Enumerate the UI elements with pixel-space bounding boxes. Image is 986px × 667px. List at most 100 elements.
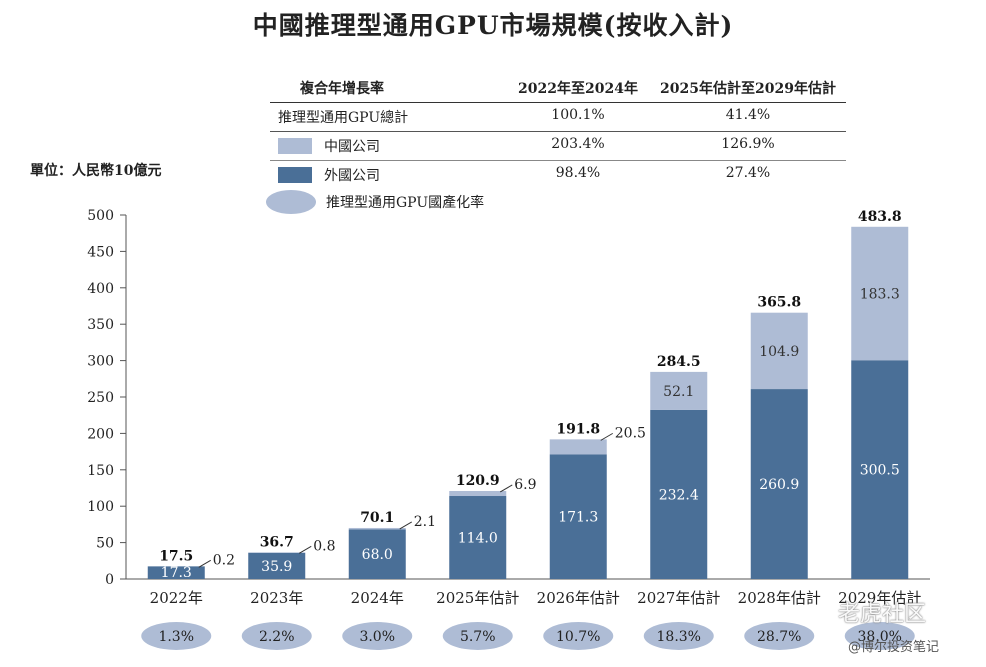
china-value-label: 0.2	[213, 552, 235, 568]
bar-foreign	[248, 552, 306, 579]
y-tick-label: 450	[87, 244, 114, 260]
y-tick-label: 400	[87, 281, 114, 297]
cagr-value: 98.4%	[555, 165, 601, 181]
localization-rate-ellipse	[342, 622, 413, 650]
total-value-label: 191.8	[556, 421, 600, 437]
china-leader-line	[499, 484, 513, 493]
china-leader-line	[600, 432, 614, 441]
total-value-label: 284.5	[657, 354, 701, 370]
localization-legend: 推理型通用GPU國產化率	[266, 190, 484, 214]
china-value-label: 52.1	[663, 384, 694, 400]
x-category-label: 2028年估計	[738, 589, 821, 607]
localization-rate-ellipse	[543, 622, 614, 650]
localization-rate-ellipse	[744, 622, 815, 650]
cagr-header-label: 複合年增長率	[300, 81, 384, 97]
foreign-value-label: 17.3	[161, 565, 192, 581]
foreign-value-label: 35.9	[261, 559, 292, 575]
bar-china	[549, 439, 607, 455]
bar-foreign	[549, 454, 607, 579]
localization-rate-label: 38.0%	[858, 629, 902, 645]
watermark-logo: 老虎社区	[838, 602, 927, 627]
foreign-value-label: 300.5	[860, 463, 900, 479]
y-tick-label: 200	[87, 426, 114, 442]
cagr-row-label: 外國公司	[324, 168, 380, 184]
cagr-value: 41.4%	[725, 107, 771, 123]
bar-china	[449, 490, 507, 497]
x-category-label: 2027年估計	[637, 589, 720, 607]
y-tick-label: 100	[87, 499, 114, 515]
cagr-value: 100.1%	[551, 107, 605, 123]
china-value-label: 20.5	[615, 425, 646, 441]
bar-foreign	[750, 389, 808, 579]
y-tick-label: 50	[96, 536, 114, 552]
foreign-value-label: 171.3	[558, 510, 598, 526]
localization-legend-label: 推理型通用GPU國產化率	[326, 195, 485, 211]
cagr-value: 27.4%	[725, 165, 771, 181]
total-value-label: 17.5	[159, 548, 193, 564]
chart-title: 中國推理型通用GPU市場規模(按收入計)	[252, 11, 734, 40]
bar-china	[348, 527, 406, 530]
localization-rate-ellipse	[141, 622, 212, 650]
localization-rate-label: 1.3%	[158, 629, 194, 645]
foreign-value-label: 260.9	[759, 477, 799, 493]
china-value-label: 0.8	[313, 538, 335, 554]
x-category-label: 2026年估計	[537, 589, 620, 607]
localization-rate-ellipse	[241, 622, 312, 650]
bar-china	[851, 226, 909, 361]
total-value-label: 120.9	[456, 473, 500, 489]
total-value-label: 70.1	[360, 510, 394, 526]
china-leader-line	[198, 559, 212, 568]
localization-rate-label: 3.0%	[359, 629, 395, 645]
total-value-label: 36.7	[260, 534, 294, 550]
bar-china	[750, 312, 808, 390]
china-value-label: 183.3	[860, 287, 900, 303]
bar-foreign	[851, 360, 909, 579]
x-category-label: 2024年	[351, 589, 404, 607]
cagr-table: 複合年增長率 2022年至2024年 2025年估計至2029年估計 推理型通用…	[270, 74, 846, 189]
china-value-label: 6.9	[514, 477, 536, 493]
ellipse-legend-icon	[266, 190, 316, 214]
cagr-row-label: 推理型通用GPU總計	[278, 110, 409, 126]
china-leader-line	[298, 545, 312, 554]
total-value-label: 365.8	[757, 295, 801, 311]
y-tick-label: 350	[87, 317, 114, 333]
bar-foreign	[348, 529, 406, 579]
cagr-row-total: 推理型通用GPU總計 100.1% 41.4%	[270, 103, 846, 132]
foreign-value-label: 232.4	[659, 487, 699, 503]
y-tick-label: 250	[87, 390, 114, 406]
bar-china	[650, 371, 708, 410]
x-category-label: 2023年	[250, 589, 303, 607]
china-value-label: 2.1	[414, 514, 436, 530]
bar-china	[248, 552, 306, 553]
bar-foreign	[650, 409, 708, 579]
localization-rate-label: 10.7%	[556, 629, 600, 645]
foreign-value-label: 68.0	[362, 547, 393, 563]
localization-rate-ellipse	[643, 622, 714, 650]
localization-rate-ellipse	[844, 622, 915, 650]
localization-rate-label: 2.2%	[259, 629, 295, 645]
x-category-label: 2029年估計	[838, 589, 921, 607]
cagr-header-period-2: 2025年估計至2029年估計	[660, 81, 836, 97]
china-value-label: 104.9	[759, 344, 799, 360]
y-tick-label: 0	[105, 572, 114, 588]
cagr-header-row: 複合年增長率 2022年至2024年 2025年估計至2029年估計	[270, 74, 846, 103]
y-tick-label: 300	[87, 354, 114, 370]
y-tick-label: 500	[87, 208, 114, 224]
foreign-swatch-icon	[278, 167, 312, 183]
cagr-row-china: 中國公司 203.4% 126.9%	[270, 132, 846, 161]
bar-foreign	[449, 496, 507, 579]
china-leader-line	[399, 521, 413, 530]
total-value-label: 483.8	[858, 209, 902, 225]
watermark-handle: @博尔投资笔记	[848, 640, 940, 655]
unit-label: 單位：人民幣10億元	[30, 163, 162, 179]
localization-rate-label: 18.3%	[657, 629, 701, 645]
cagr-value: 203.4%	[551, 136, 605, 152]
localization-rate-label: 28.7%	[757, 629, 801, 645]
cagr-header-period-1: 2022年至2024年	[518, 81, 638, 97]
china-swatch-icon	[278, 138, 312, 154]
x-category-label: 2022年	[150, 589, 203, 607]
y-tick-label: 150	[87, 463, 114, 479]
localization-rate-ellipse	[442, 622, 513, 650]
localization-rate-label: 5.7%	[460, 629, 496, 645]
